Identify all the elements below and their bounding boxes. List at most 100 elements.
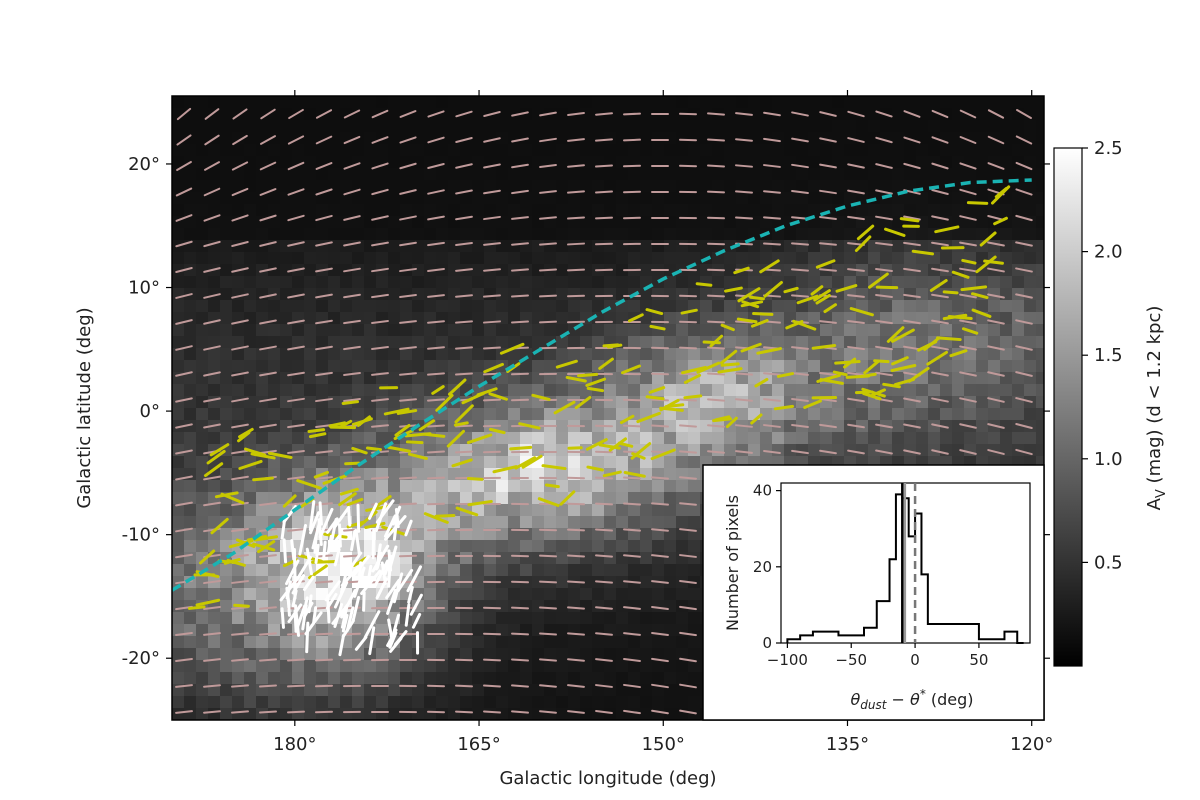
heatmap-cell: [340, 672, 353, 685]
heatmap-cell: [676, 132, 689, 145]
heatmap-cell: [232, 144, 245, 157]
dust-vector: [483, 294, 501, 298]
dust-vector: [847, 345, 865, 351]
heatmap-cell: [460, 696, 473, 709]
heatmap-cell: [400, 168, 413, 181]
heatmap-cell: [448, 108, 461, 121]
heatmap-cell: [256, 648, 269, 661]
heatmap-cell: [580, 696, 593, 709]
heatmap-cell: [832, 324, 845, 337]
dust-vector: [371, 424, 389, 428]
heatmap-cell: [640, 600, 653, 613]
heatmap-cell: [856, 192, 869, 205]
heatmap-cell: [988, 360, 1001, 373]
heatmap-cell: [688, 660, 701, 673]
heatmap-cell: [184, 648, 197, 661]
heatmap-cell: [592, 540, 605, 553]
heatmap-cell: [484, 96, 497, 109]
heatmap-cell: [352, 696, 365, 709]
heatmap-cell: [244, 312, 257, 325]
heatmap-cell: [796, 384, 809, 397]
heatmap-cell: [832, 432, 845, 445]
heatmap-cell: [352, 384, 365, 397]
dust-vector: [1015, 267, 1033, 273]
heatmap-cell: [220, 504, 233, 517]
starlight-vector: [966, 201, 989, 205]
heatmap-cell: [640, 264, 653, 277]
heatmap-cell: [388, 300, 401, 313]
dust-vector: [791, 398, 809, 402]
heatmap-cell: [304, 684, 317, 697]
heatmap-cell: [1000, 324, 1013, 337]
heatmap-cell: [436, 168, 449, 181]
heatmap-cell: [736, 360, 749, 373]
heatmap-cell: [1024, 252, 1037, 265]
heatmap-cell: [484, 324, 497, 337]
starlight-vector: [650, 448, 676, 461]
heatmap-cell: [712, 324, 725, 337]
heatmap-cell: [904, 432, 917, 445]
heatmap-cell: [1000, 276, 1013, 289]
dust-vector: [427, 710, 445, 714]
heatmap-cell: [904, 444, 917, 457]
dust-vector: [511, 242, 529, 246]
heatmap-cell: [652, 672, 665, 685]
heatmap-cell: [292, 684, 305, 697]
dust-vector: [427, 110, 445, 118]
heatmap-cell: [784, 360, 797, 373]
heatmap-cell: [448, 552, 461, 565]
heatmap-cell: [196, 348, 209, 361]
heatmap-cell: [880, 120, 893, 133]
heatmap-cell: [1036, 168, 1044, 181]
dust-vector: [595, 554, 613, 558]
heatmap-cell: [292, 324, 305, 337]
dust-vector: [287, 371, 305, 377]
heatmap-cell: [328, 396, 341, 409]
dust-vector: [903, 397, 921, 403]
heatmap-cell: [724, 240, 737, 253]
dust-vector: [875, 423, 893, 429]
heatmap-cell: [640, 120, 653, 133]
heatmap-cell: [244, 396, 257, 409]
heatmap-cell: [496, 336, 509, 349]
dust-vector: [567, 528, 585, 532]
dust-vector: [595, 190, 613, 194]
heatmap-cell: [820, 276, 833, 289]
heatmap-cell: [688, 636, 701, 649]
heatmap-cell: [412, 528, 425, 541]
heatmap-cell: [604, 132, 617, 145]
heatmap-cell: [832, 96, 845, 109]
heatmap-cell: [376, 384, 389, 397]
heatmap-cell: [724, 432, 737, 445]
heatmap-cell: [880, 252, 893, 265]
heatmap-cell: [388, 324, 401, 337]
heatmap-cell: [472, 144, 485, 157]
dust-vector: [371, 188, 389, 196]
heatmap-cell: [724, 396, 737, 409]
heatmap-cell: [1036, 384, 1044, 397]
heatmap-cell: [232, 300, 245, 313]
heatmap-cell: [496, 240, 509, 253]
heatmap-cell: [472, 564, 485, 577]
heatmap-cell: [448, 300, 461, 313]
heatmap-cell: [1012, 324, 1025, 337]
heatmap-cell: [388, 264, 401, 277]
heatmap-cell: [724, 144, 737, 157]
heatmap-cell: [544, 588, 557, 601]
heatmap-cell: [760, 336, 773, 349]
heatmap-cell: [892, 300, 905, 313]
heatmap-cell: [676, 444, 689, 457]
starlight-vector: [683, 373, 702, 384]
heatmap-cell: [592, 288, 605, 301]
heatmap-cell: [544, 204, 557, 217]
heatmap-cell: [664, 96, 677, 109]
heatmap-cell: [616, 192, 629, 205]
heatmap-cell: [484, 180, 497, 193]
dust-vector: [735, 138, 753, 142]
dust-vector: [287, 319, 305, 325]
dust-vector: [259, 188, 277, 196]
heatmap-cell: [364, 240, 377, 253]
heatmap-cell: [280, 648, 293, 661]
dust-vector: [931, 319, 949, 325]
starlight-vector: [620, 364, 642, 375]
